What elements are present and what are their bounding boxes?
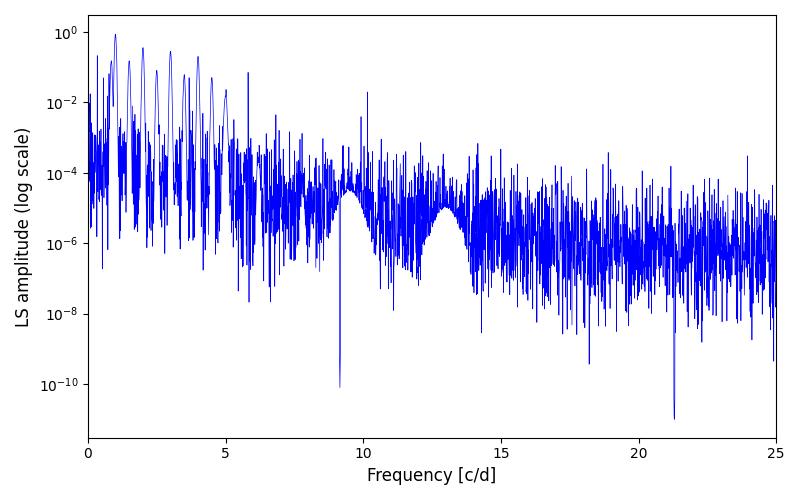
Y-axis label: LS amplitude (log scale): LS amplitude (log scale) xyxy=(15,126,33,326)
X-axis label: Frequency [c/d]: Frequency [c/d] xyxy=(367,467,497,485)
